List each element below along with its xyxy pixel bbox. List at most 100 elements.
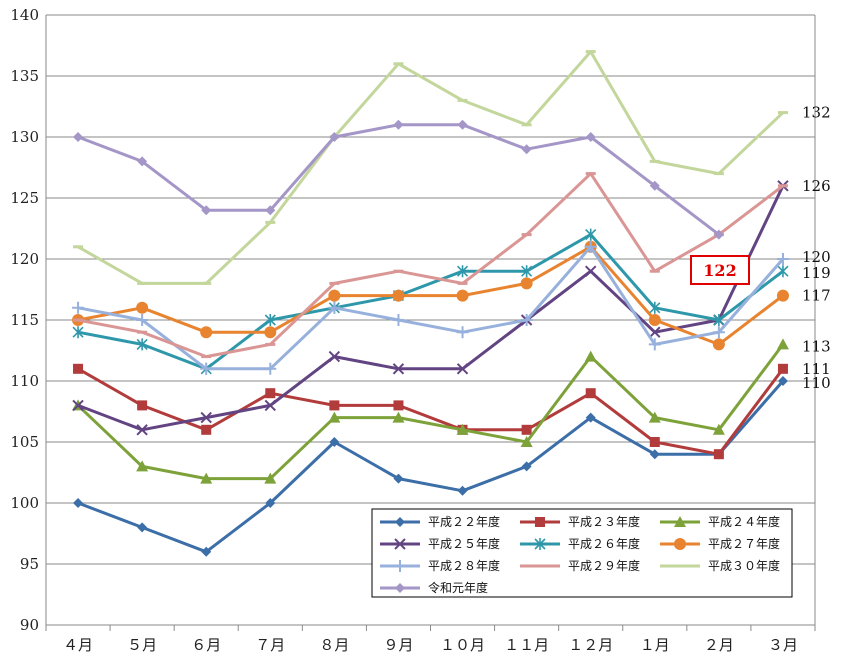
data-point <box>648 338 661 351</box>
data-point <box>201 205 212 216</box>
data-point <box>136 424 148 436</box>
data-point <box>73 498 84 508</box>
data-point <box>393 119 404 130</box>
series-line <box>77 123 720 236</box>
end-label: 110 <box>802 374 831 392</box>
data-point <box>521 265 533 278</box>
x-tick-label: ６月 <box>191 636 221 654</box>
x-tick-label: ９月 <box>383 636 413 654</box>
series-lines <box>72 50 789 557</box>
data-point <box>520 277 533 290</box>
y-tick-label: 95 <box>20 555 39 573</box>
data-point <box>200 472 213 484</box>
data-point <box>72 301 85 314</box>
x-tick-label: １２月 <box>568 636 613 654</box>
data-point <box>521 144 532 155</box>
callout-value: 122 <box>703 261 736 280</box>
series-line <box>77 245 785 371</box>
data-point <box>777 265 789 278</box>
series-5 <box>72 228 789 375</box>
legend-box <box>371 508 793 598</box>
data-point <box>136 460 149 472</box>
legend-item: 平成２２年度 <box>380 514 500 529</box>
end-label: 113 <box>802 337 831 355</box>
legend-item: 平成２３年度 <box>520 514 640 529</box>
data-point <box>264 326 277 339</box>
data-point <box>328 350 341 363</box>
data-point <box>200 411 212 424</box>
data-point <box>328 289 341 302</box>
legend-label: 平成３０年度 <box>708 558 780 573</box>
data-point <box>137 156 148 167</box>
legend-label: 平成２８年度 <box>428 558 500 573</box>
data-point <box>265 498 276 508</box>
callout-box <box>690 255 750 285</box>
y-tick-label: 125 <box>10 189 39 207</box>
data-point <box>649 301 661 314</box>
x-tick-label: ４月 <box>63 636 93 654</box>
legend-item: 平成２９年度 <box>520 558 640 573</box>
data-point <box>392 314 405 326</box>
end-label: 132 <box>802 104 831 122</box>
end-label: 126 <box>802 177 831 195</box>
data-point <box>73 363 84 374</box>
data-point <box>520 436 533 447</box>
data-point <box>585 265 597 277</box>
x-tick-label: ５月 <box>127 636 157 654</box>
x-tick-label: ８月 <box>319 636 349 654</box>
data-point <box>456 363 469 375</box>
data-point <box>264 472 277 484</box>
end-label: 111 <box>802 360 831 378</box>
data-point <box>200 326 213 339</box>
legend-item: 平成３０年度 <box>660 558 780 573</box>
legend-marker <box>534 538 546 550</box>
data-point <box>393 400 404 411</box>
data-point <box>649 180 660 191</box>
legend-item: 平成２５年度 <box>380 536 500 551</box>
data-point <box>72 399 84 412</box>
callout: 122 <box>690 255 750 285</box>
series-4 <box>72 180 789 436</box>
data-point <box>73 132 84 142</box>
legend-marker <box>674 516 686 527</box>
data-point <box>585 412 596 423</box>
data-point <box>712 326 725 339</box>
legend-item: 平成２６年度 <box>520 536 640 551</box>
data-point <box>329 400 340 411</box>
series-line <box>77 367 785 456</box>
x-tick-label: ２月 <box>704 636 734 654</box>
legend-marker <box>674 538 686 550</box>
legend-marker <box>395 517 405 527</box>
data-point <box>392 363 405 375</box>
data-point <box>264 314 276 326</box>
legend-label: 平成２５年度 <box>428 536 500 551</box>
data-point <box>329 132 340 142</box>
series-line <box>77 185 785 432</box>
series-line <box>77 233 784 371</box>
y-tick-label: 105 <box>10 433 39 451</box>
x-tick-label: １１月 <box>504 636 549 654</box>
series-line <box>77 50 784 285</box>
data-point <box>136 314 149 326</box>
data-point <box>584 240 597 253</box>
y-tick-label: 115 <box>10 311 39 329</box>
y-tick-label: 120 <box>10 250 39 268</box>
data-point <box>456 265 469 278</box>
x-tick-label: ３月 <box>768 636 798 654</box>
data-point <box>713 229 724 240</box>
data-point <box>201 424 212 435</box>
y-tick-label: 135 <box>10 67 39 85</box>
y-tick-label: 90 <box>20 616 39 634</box>
data-point <box>393 473 404 484</box>
data-point <box>200 362 213 375</box>
legend-item: 令和元年度 <box>380 580 488 595</box>
x-tick-label: １０月 <box>440 636 485 654</box>
data-point <box>585 132 596 142</box>
data-point <box>712 338 725 351</box>
data-point <box>328 411 341 423</box>
data-point <box>712 423 725 435</box>
data-point <box>777 376 788 386</box>
